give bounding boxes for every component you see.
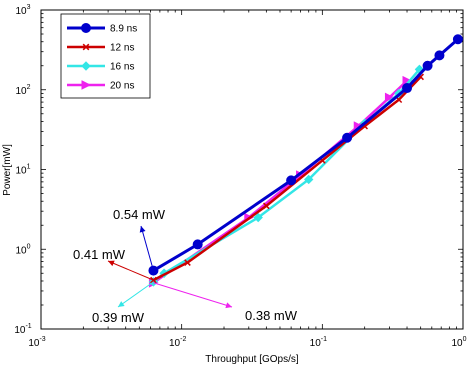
legend-entry-1: 12 ns xyxy=(67,43,134,54)
data-point xyxy=(192,239,203,250)
data-point xyxy=(263,202,270,210)
legend-label: 12 ns xyxy=(110,43,134,54)
data-point xyxy=(422,60,433,71)
legend-entry-2: 16 ns xyxy=(67,61,134,73)
legend-marker xyxy=(81,80,92,90)
annotation-arrowhead xyxy=(139,226,146,233)
annotation-label: 0.54 mW xyxy=(113,207,166,222)
y-tick-label: 100 xyxy=(15,243,30,256)
data-point xyxy=(253,212,263,223)
annotation-label: 0.38 mW xyxy=(245,308,298,323)
y-tick-label: 101 xyxy=(15,164,30,177)
legend-marker xyxy=(82,43,90,51)
data-point xyxy=(184,259,191,266)
annotation-arrowhead xyxy=(118,301,125,307)
annotations-group: 0.54 mW 0.41 mW 0.39 mW 0.38 mW xyxy=(73,207,298,325)
annotation-arrow xyxy=(107,260,154,281)
legend-entry-0: 8.9 ns xyxy=(67,23,137,35)
legend-marker xyxy=(81,23,91,33)
axis-ticks: 10-3 10-2 10-1 100 10-1 100 101 102 103 xyxy=(14,4,466,349)
data-point xyxy=(402,83,413,94)
y-axis-label: Power[mW] xyxy=(2,144,13,196)
annotation-arrow xyxy=(117,281,154,308)
x-tick-label: 10-3 xyxy=(28,336,45,349)
legend-label: 20 ns xyxy=(110,81,134,92)
legend-marker xyxy=(81,61,91,71)
data-point xyxy=(452,34,463,45)
y-tick-label: 103 xyxy=(15,4,30,17)
x-tick-label: 10-2 xyxy=(169,336,186,349)
y-tick-label: 10-1 xyxy=(14,323,31,336)
annotation-arrowhead xyxy=(108,260,115,267)
annotation-2: 0.39 mW xyxy=(92,281,154,325)
x-tick-label: 10-1 xyxy=(310,336,327,349)
annotation-1: 0.41 mW xyxy=(73,247,154,281)
y-tick-label: 102 xyxy=(15,84,30,97)
data-point xyxy=(342,132,353,143)
annotation-0: 0.54 mW xyxy=(113,207,166,271)
series-group xyxy=(148,34,463,288)
data-point xyxy=(434,50,445,61)
legend-label: 16 ns xyxy=(110,62,134,73)
x-tick-label: 100 xyxy=(451,336,466,349)
x-axis-label: Throughput [GOps/s] xyxy=(205,354,299,365)
annotation-label: 0.41 mW xyxy=(73,247,126,262)
annotation-label: 0.39 mW xyxy=(92,310,145,325)
annotation-3: 0.38 mW xyxy=(153,282,298,323)
legend-entry-3: 20 ns xyxy=(67,80,134,92)
legend: 8.9 ns 12 ns 16 ns 20 ns xyxy=(60,13,151,99)
data-point xyxy=(286,175,297,186)
legend-label: 8.9 ns xyxy=(110,24,137,35)
annotation-arrow xyxy=(153,282,233,308)
data-point xyxy=(303,174,314,185)
annotation-arrow xyxy=(140,225,154,271)
data-point xyxy=(384,92,395,103)
annotation-arrowhead xyxy=(225,302,232,309)
series-0 xyxy=(148,34,463,276)
